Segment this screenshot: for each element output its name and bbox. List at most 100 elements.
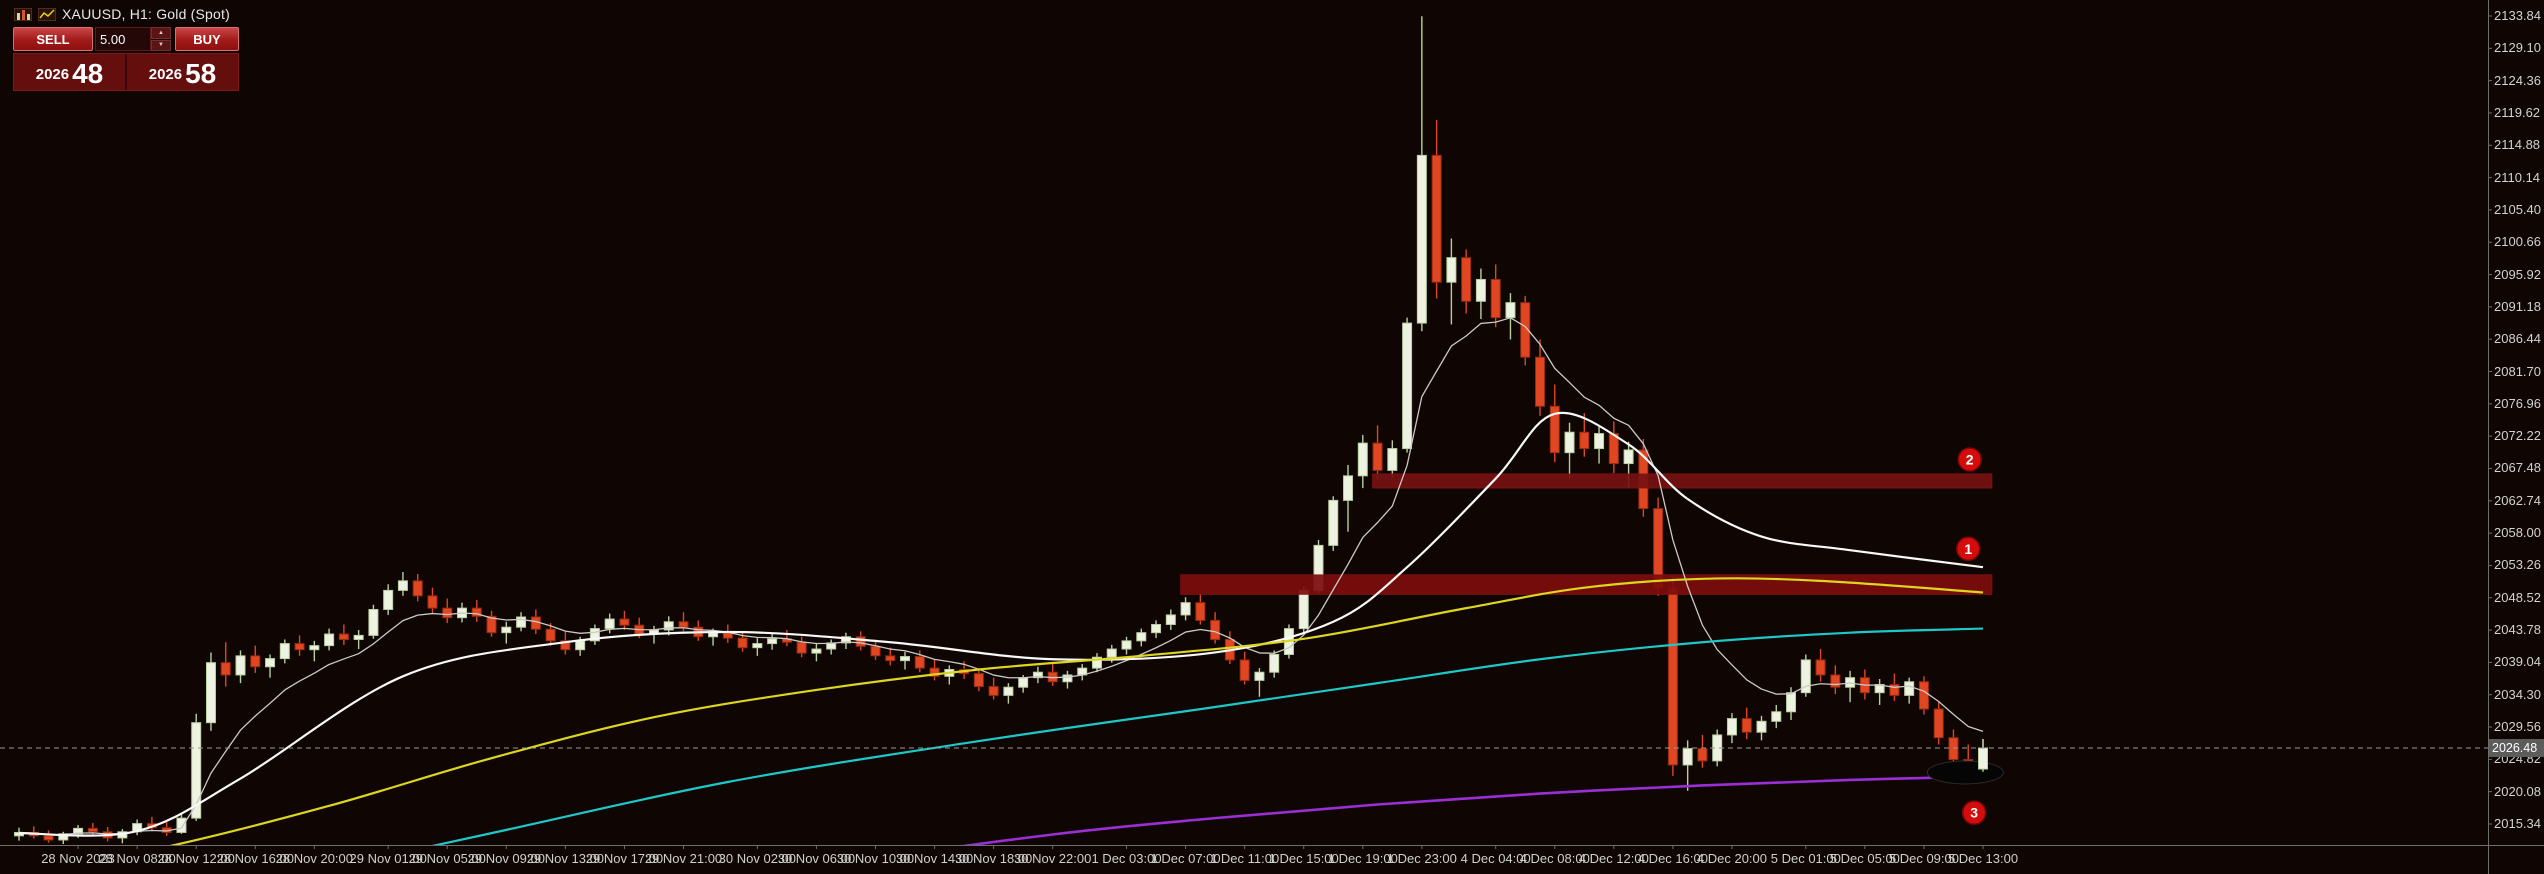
price-axis-label: 2119.62 — [2494, 104, 2541, 120]
ma-purple-line — [962, 775, 1984, 845]
price-axis-label: 2086.44 — [2494, 331, 2541, 347]
candle — [1682, 748, 1693, 766]
candle — [855, 636, 866, 647]
supply-zone-2[interactable] — [1372, 473, 1993, 489]
candle — [1741, 718, 1752, 733]
indicators-icon[interactable] — [38, 7, 56, 21]
candle — [309, 645, 320, 651]
volume-decrease-button[interactable]: ▼ — [151, 39, 171, 51]
price-axis-label: 2129.10 — [2494, 40, 2541, 56]
candle — [427, 595, 438, 609]
chart-title: XAUUSD, H1: Gold (Spot) — [62, 6, 230, 22]
marker-circle-1[interactable]: 1 — [1955, 536, 1981, 562]
candle — [1357, 442, 1368, 477]
candle — [1269, 653, 1280, 673]
time-axis-label: 29 Nov 01:00 — [349, 851, 427, 866]
time-axis-label: 5 Dec 09:00 — [1888, 851, 1959, 866]
sell-quote: 2026 48 — [14, 54, 125, 90]
candle — [1298, 589, 1309, 630]
price-axis-label: 2076.96 — [2494, 395, 2541, 411]
candle — [604, 618, 615, 630]
volume-spinners: ▲ ▼ — [151, 27, 171, 51]
ma-yellow-line — [169, 577, 1984, 845]
sell-price-pips: 48 — [72, 58, 104, 90]
trade-buttons-row: SELL ▲ ▼ BUY — [13, 27, 239, 51]
price-axis-label: 2020.08 — [2494, 783, 2541, 799]
sell-button[interactable]: SELL — [13, 27, 93, 51]
candle — [1564, 431, 1575, 454]
candle — [1918, 681, 1929, 710]
volume-control: ▲ ▼ — [95, 27, 173, 51]
candle — [383, 589, 394, 610]
candle — [1800, 659, 1811, 694]
time-axis-label: 4 Dec 12:00 — [1578, 851, 1649, 866]
marker-label: 2 — [1966, 451, 1974, 467]
candle — [708, 632, 719, 638]
price-axis-label: 2039.04 — [2494, 654, 2541, 670]
candle — [560, 640, 571, 651]
marker-circle-2[interactable]: 2 — [1957, 447, 1982, 472]
candle — [353, 634, 364, 640]
candle — [279, 643, 290, 660]
marker-circle-3[interactable]: 3 — [1961, 800, 1987, 825]
candle — [678, 621, 689, 628]
candle — [368, 608, 379, 636]
candle — [1387, 448, 1398, 471]
time-axis-label: 30 Nov 06:00 — [777, 851, 856, 866]
marker-circle-shape — [1957, 447, 1982, 472]
candle — [1475, 278, 1486, 302]
candle — [1372, 442, 1383, 471]
time-axis-label: 30 Nov 02:00 — [718, 851, 797, 866]
candle — [176, 817, 187, 833]
candle — [811, 648, 822, 654]
price-axis-label: 2081.70 — [2494, 363, 2541, 379]
price-axis-label: 2124.36 — [2494, 72, 2541, 88]
ma-white-line — [18, 411, 1984, 837]
candle — [1505, 302, 1516, 319]
candle — [1534, 356, 1545, 407]
time-axis-label: 1 Dec 23:00 — [1386, 851, 1457, 866]
candle — [1697, 748, 1708, 762]
candle — [442, 607, 453, 619]
current-price-value: 2026.48 — [2492, 741, 2538, 756]
buy-price-main: 2026 — [148, 66, 183, 83]
candle — [752, 643, 763, 649]
time-axis-label: 5 Dec 13:00 — [1947, 851, 2019, 866]
candle — [1328, 499, 1339, 546]
candle — [1978, 747, 1988, 770]
candle — [73, 827, 84, 835]
candle — [1904, 681, 1915, 696]
volume-increase-button[interactable]: ▲ — [151, 27, 171, 39]
candle — [737, 637, 748, 649]
candle — [885, 655, 896, 662]
price-axis-label: 2067.48 — [2494, 460, 2541, 476]
price-axis-label: 2034.30 — [2494, 686, 2541, 702]
highlight-ellipse[interactable] — [1926, 760, 2004, 785]
price-axis-label: 2072.22 — [2494, 428, 2541, 444]
volume-input[interactable] — [95, 27, 151, 51]
time-axis-label: 29 Nov 17:00 — [585, 851, 664, 866]
candle — [914, 656, 925, 669]
candle — [1254, 671, 1265, 681]
time-axis-label: 30 Nov 18:00 — [954, 851, 1033, 866]
time-axis-label: 28 Nov 08:00 — [98, 851, 176, 866]
candle — [87, 827, 98, 833]
buy-quote: 2026 58 — [127, 54, 238, 90]
buy-button[interactable]: BUY — [175, 27, 239, 51]
candle — [471, 607, 482, 617]
candle — [1343, 475, 1354, 501]
price-axis[interactable]: 2133.84 2129.10 2124.36 2119.62 2114.88 2110.… — [2492, 0, 2544, 845]
chart-window-icon[interactable] — [14, 7, 32, 21]
quote-divider — [125, 54, 127, 90]
candle — [1003, 686, 1014, 696]
candle — [1121, 640, 1132, 650]
time-axis[interactable]: 28 Nov 2023 28 Nov 08:00 28 Nov 12:00 28 No… — [0, 846, 2488, 874]
candle — [1889, 683, 1900, 696]
candle — [1062, 674, 1073, 683]
candle — [397, 580, 408, 591]
candle — [1239, 659, 1250, 681]
candle — [1948, 737, 1959, 760]
time-axis-label: 29 Nov 21:00 — [644, 851, 723, 866]
